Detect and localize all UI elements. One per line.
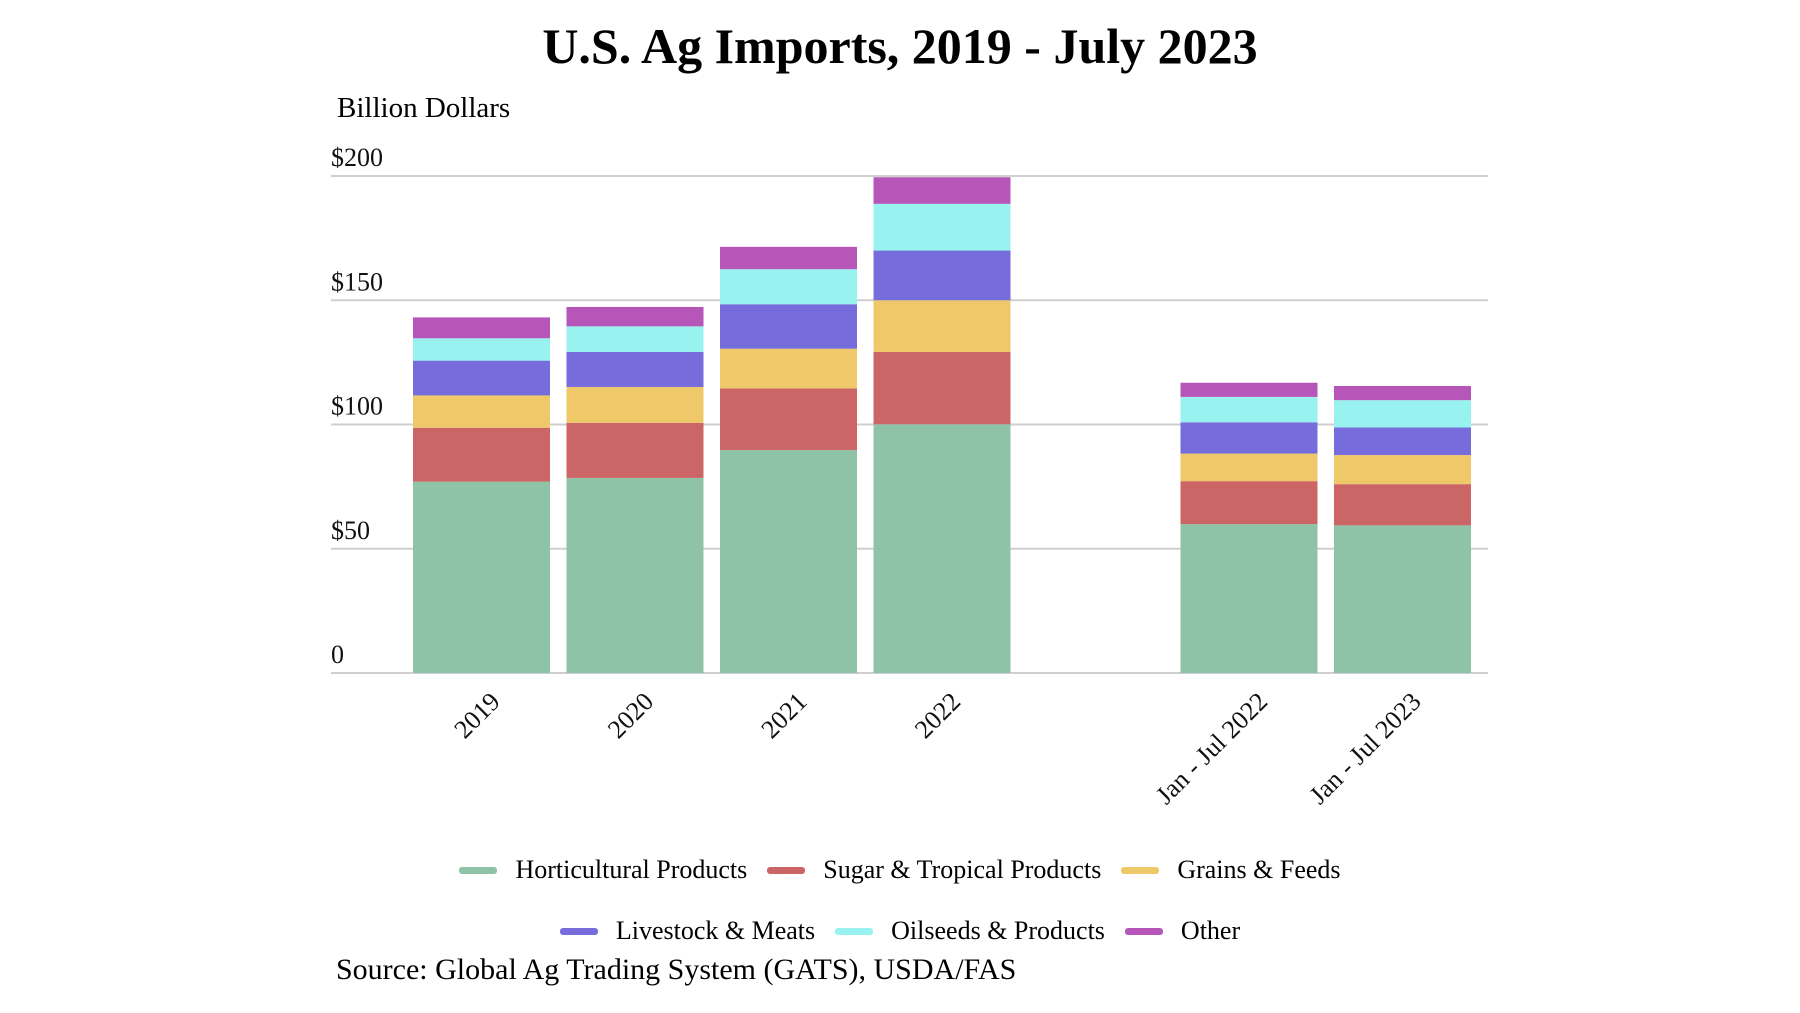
- y-tick-label: $100: [331, 392, 383, 421]
- y-tick-label: $50: [331, 516, 370, 545]
- bar-segment: [566, 477, 704, 673]
- bars: [413, 177, 1471, 673]
- source-note: Source: Global Ag Trading System (GATS),…: [336, 953, 1017, 986]
- legend-label: Other: [1180, 916, 1241, 945]
- bar-stack: [566, 306, 704, 673]
- legend-label: Horticultural Products: [515, 855, 748, 884]
- bar-stack: [1180, 382, 1318, 673]
- bar-segment: [720, 304, 857, 349]
- bar-segment: [720, 246, 857, 270]
- bar-segment: [1334, 385, 1471, 401]
- legend: Horticultural Products Sugar & Tropical P…: [0, 850, 1800, 972]
- bar-segment: [1180, 382, 1318, 397]
- bar-stack: [873, 177, 1011, 673]
- x-tick-label: 2019: [448, 687, 505, 744]
- bar-segment: [720, 269, 857, 305]
- legend-item: Livestock & Meats: [559, 916, 816, 946]
- bar-segment: [413, 427, 550, 482]
- bar-segment: [873, 351, 1011, 425]
- bar-segment: [413, 338, 550, 361]
- bar-segment: [566, 306, 704, 327]
- x-tick-label: 2021: [755, 687, 812, 744]
- legend-item: Sugar & Tropical Products: [767, 855, 1101, 885]
- bar-stack: [1334, 385, 1471, 673]
- bar-segment: [873, 203, 1011, 251]
- bar-segment: [413, 360, 550, 396]
- bar-segment: [566, 422, 704, 478]
- legend-swatch: [1124, 927, 1163, 935]
- legend-swatch: [835, 927, 874, 935]
- bar-stack: [720, 246, 857, 673]
- bar-stack: [413, 317, 550, 673]
- bar-segment: [720, 348, 857, 389]
- chart-title: U.S. Ag Imports, 2019 - July 2023: [542, 18, 1258, 74]
- bar-segment: [1334, 455, 1471, 485]
- y-tick-label: 0: [331, 640, 344, 669]
- bar-segment: [873, 250, 1011, 301]
- bar-segment: [566, 351, 704, 387]
- bar-segment: [1180, 453, 1318, 482]
- bar-segment: [1180, 481, 1318, 525]
- y-tick-labels: 0 $50 $100 $150 $200: [331, 143, 383, 669]
- x-tick-label: 2020: [602, 687, 659, 744]
- legend-swatch: [459, 866, 498, 874]
- x-tick-label: 2022: [909, 687, 966, 744]
- bar-segment: [566, 326, 704, 352]
- legend-swatch: [1121, 866, 1160, 874]
- legend-item: Grains & Feeds: [1121, 855, 1341, 885]
- legend-row: Horticultural Products Sugar & Tropical P…: [0, 850, 1800, 890]
- legend-swatch: [767, 866, 806, 874]
- legend-swatch: [559, 927, 598, 935]
- bar-segment: [413, 317, 550, 339]
- bar-segment: [873, 300, 1011, 352]
- legend-label: Oilseeds & Products: [891, 916, 1105, 945]
- bar-segment: [1334, 400, 1471, 428]
- legend-label: Livestock & Meats: [615, 916, 816, 945]
- bar-segment: [1334, 525, 1471, 673]
- x-tick-label: Jan - Jul 2022: [1150, 687, 1273, 810]
- bar-segment: [1180, 422, 1318, 454]
- bar-segment: [566, 386, 704, 423]
- bar-segment: [720, 388, 857, 451]
- bar-segment: [873, 424, 1011, 673]
- legend-item: Oilseeds & Products: [835, 916, 1105, 946]
- bar-segment: [1334, 427, 1471, 456]
- bar-segment: [413, 395, 550, 428]
- bar-segment: [873, 177, 1011, 204]
- bar-segment: [413, 481, 550, 673]
- legend-item: Horticultural Products: [459, 855, 747, 885]
- x-tick-labels: 2019 2020 2021 2022 Jan - Jul 2022 Jan - Jul …: [448, 687, 1426, 810]
- bar-segment: [1180, 524, 1318, 673]
- y-tick-label: $200: [331, 143, 383, 172]
- x-tick-label: Jan - Jul 2023: [1304, 687, 1427, 810]
- legend-row: Livestock & Meats Oilseeds & Products Othe…: [0, 911, 1800, 951]
- bar-segment: [1334, 484, 1471, 526]
- y-axis-label: Billion Dollars: [337, 92, 511, 124]
- legend-item: Other: [1124, 916, 1241, 946]
- bar-segment: [720, 450, 857, 673]
- y-tick-label: $150: [331, 267, 383, 296]
- legend-label: Grains & Feeds: [1177, 855, 1341, 884]
- bar-segment: [1180, 396, 1318, 423]
- legend-label: Sugar & Tropical Products: [823, 855, 1102, 884]
